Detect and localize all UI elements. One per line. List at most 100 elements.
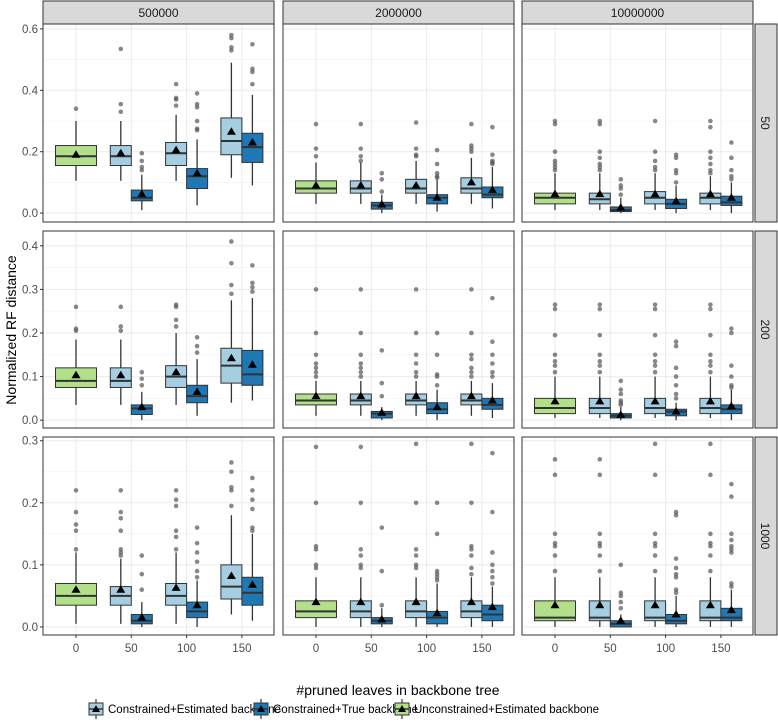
outlier-point [413, 500, 419, 506]
panel-border [42, 230, 275, 429]
mean-triangle [671, 196, 681, 205]
box-iqr [241, 576, 264, 606]
outlier-point [729, 481, 734, 487]
outlier-point [313, 543, 319, 549]
outlier-point [469, 543, 474, 549]
outlier-point [729, 330, 734, 336]
box-dark [665, 152, 688, 214]
outlier-point [708, 359, 713, 364]
outlier-point [469, 441, 474, 447]
outlier-point [194, 559, 200, 565]
outlier-point [708, 167, 713, 173]
outlier-point [313, 500, 319, 506]
outlier-point [173, 81, 179, 87]
outlier-point [708, 155, 713, 161]
box-iqr [55, 582, 97, 606]
box-light [349, 121, 372, 204]
outlier-point [358, 365, 364, 371]
outlier-point [652, 332, 658, 338]
outlier-point [673, 180, 679, 185]
mean-triangle [116, 148, 126, 157]
panel-border [42, 23, 275, 223]
box-light [349, 287, 372, 416]
outlier-point [358, 287, 364, 292]
outlier-point [118, 328, 124, 334]
row-strip [754, 230, 778, 429]
outlier-point [250, 525, 255, 530]
outlier-point [597, 457, 603, 462]
mean-triangle [726, 401, 736, 410]
mean-triangle [466, 177, 476, 186]
mean-triangle [595, 189, 605, 198]
outlier-point [729, 173, 734, 179]
panel-border [282, 230, 515, 429]
legend-label: Constrained+True backbone [273, 704, 418, 716]
outlier-point [597, 155, 603, 161]
mean-triangle [356, 391, 366, 400]
box-green [295, 287, 337, 416]
y-tick-label: 0.3 [22, 284, 38, 296]
x-tick-label: 0 [552, 643, 558, 655]
legend-item: Constrained+True backbone [253, 699, 418, 719]
facet-panel: 0.0 0.2 0.4 0.6 [22, 23, 275, 223]
outlier-point [652, 149, 658, 155]
box-dark [481, 295, 504, 418]
outlier-point [73, 326, 79, 331]
outlier-point [729, 374, 734, 379]
mean-triangle [71, 370, 81, 379]
outlier-point [250, 506, 255, 512]
outlier-point [194, 350, 200, 355]
outlier-point [618, 590, 624, 596]
box-light [405, 120, 428, 204]
outlier-point [173, 95, 179, 101]
box-light [644, 302, 667, 418]
outlier-point [434, 382, 440, 388]
box-dark [609, 378, 632, 421]
outlier-point [469, 553, 474, 558]
x-tick-label: 50 [604, 643, 617, 655]
outlier-point [173, 317, 179, 323]
row-strip-label: 50 [758, 116, 772, 130]
mean-triangle [411, 597, 421, 606]
mean-triangle [192, 168, 202, 177]
mean-triangle [466, 597, 476, 606]
outlier-point [552, 457, 558, 462]
outlier-point [139, 571, 145, 577]
outlier-point [729, 382, 734, 388]
outlier-point [139, 150, 145, 156]
outlier-point [194, 550, 200, 555]
outlier-point [552, 568, 558, 574]
outlier-point [552, 118, 558, 124]
box-light [220, 32, 243, 178]
outlier-point [194, 574, 200, 580]
outlier-point [73, 509, 79, 515]
outlier-point [469, 352, 474, 358]
x-tick-label: 100 [656, 643, 675, 655]
mean-triangle [311, 597, 321, 606]
outlier-point [173, 534, 179, 540]
outlier-point [673, 391, 679, 397]
box-green [534, 302, 576, 418]
box-light [699, 118, 722, 211]
outlier-point [673, 339, 679, 345]
mean-triangle [616, 410, 626, 418]
box-dark [720, 481, 743, 627]
outlier-point [313, 374, 319, 379]
outlier-point [673, 343, 679, 349]
outlier-point [413, 352, 419, 358]
outlier-point [434, 170, 440, 176]
mean-triangle [432, 402, 442, 411]
mean-triangle [616, 203, 626, 211]
outlier-point [597, 369, 603, 375]
outlier-point [552, 363, 558, 368]
mean-triangle [137, 189, 147, 198]
outlier-point [413, 369, 419, 375]
mean-triangle [432, 608, 442, 617]
outlier-point [358, 361, 364, 366]
facet-panel: 0 50 100 150 [521, 436, 754, 655]
box-dark [481, 124, 504, 209]
outlier-point [597, 359, 603, 364]
x-tick-label: 0 [73, 643, 79, 655]
outlier-point [552, 302, 558, 307]
